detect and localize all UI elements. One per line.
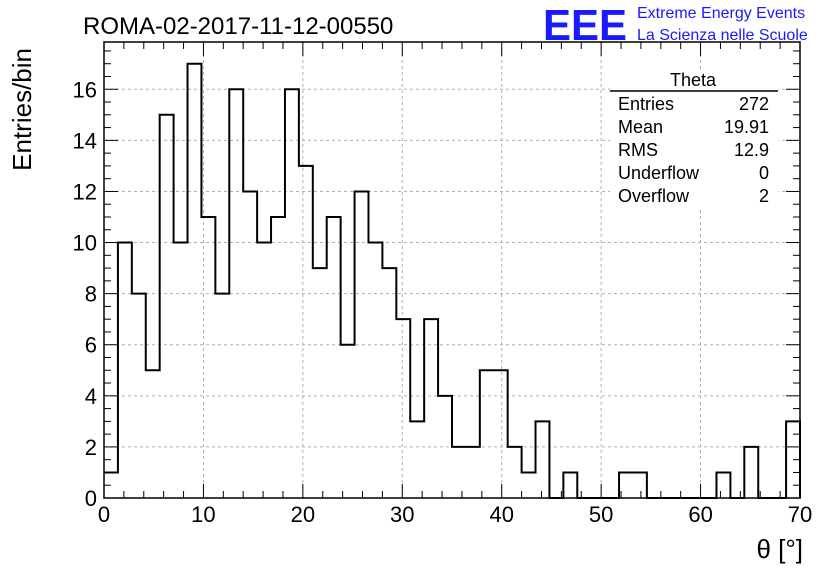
stat-value: 12.9: [734, 140, 769, 160]
histogram-bin: [508, 447, 522, 498]
eee-logo: EEE Extreme Energy Events La Scienza nel…: [543, 1, 808, 50]
histogram-bin: [327, 217, 341, 498]
histogram-bin: [480, 370, 494, 498]
x-tick-label: 20: [291, 502, 315, 527]
histogram-bin: [174, 243, 188, 498]
histogram-bin: [522, 472, 536, 498]
histogram-bin: [410, 421, 424, 498]
y-tick-label: 14: [73, 128, 97, 153]
histogram-bin: [215, 294, 229, 498]
stat-label: Entries: [618, 94, 674, 114]
histogram-bin: [382, 268, 396, 498]
histogram-bin: [146, 370, 160, 498]
histogram-bin: [466, 447, 480, 498]
y-tick-label: 6: [85, 333, 97, 358]
plot-frame: [103, 41, 801, 499]
stat-value: 0: [759, 163, 769, 183]
histogram-bin: [396, 319, 410, 498]
x-tick-label: 50: [589, 502, 613, 527]
stat-value: 19.91: [724, 117, 769, 137]
y-tick-label: 8: [85, 282, 97, 307]
stat-value: 2: [759, 186, 769, 206]
y-tick-label: 10: [73, 231, 97, 256]
y-tick-label: 4: [85, 384, 97, 409]
x-tick-label: 0: [98, 502, 110, 527]
histogram-bin: [452, 447, 466, 498]
stat-label: Underflow: [618, 163, 700, 183]
y-axis-label: Entries/bin: [7, 48, 37, 171]
histogram-bin: [368, 243, 382, 498]
histogram-bin: [341, 345, 355, 498]
stat-label: RMS: [618, 140, 658, 160]
histogram-bin: [257, 243, 271, 498]
histogram-bin: [716, 472, 730, 498]
stat-label: Overflow: [618, 186, 690, 206]
histogram-bin: [494, 370, 508, 498]
histogram-bin: [424, 319, 438, 498]
histogram-bin: [563, 472, 577, 498]
x-tick-label: 70: [788, 502, 812, 527]
histogram-bin: [132, 294, 146, 498]
histogram-bin: [313, 268, 327, 498]
stats-rows: Entries 272 Mean 19.91 RMS 12.9 Underflow 0 Over…: [618, 94, 769, 206]
histogram-bin: [118, 243, 132, 498]
y-tick-label: 16: [73, 77, 97, 102]
x-tick-label: 60: [688, 502, 712, 527]
y-tick-label: 0: [85, 486, 97, 511]
stat-label: Mean: [618, 117, 663, 137]
stat-value: 272: [739, 94, 769, 114]
histogram-bin: [633, 472, 647, 498]
stats-box-background: [610, 70, 778, 210]
histogram-bin: [299, 166, 313, 498]
x-tick-label: 40: [489, 502, 513, 527]
stats-box: Theta Entries 272 Mean 19.91 RMS 12.9 Underflo…: [610, 70, 778, 210]
x-tick-label: 10: [191, 502, 215, 527]
eee-logo-line1: Extreme Energy Events: [637, 5, 805, 22]
x-tick-label: 30: [390, 502, 414, 527]
x-axis-label: θ [°]: [756, 534, 803, 564]
chart-title: ROMA-02-2017-11-12-00550: [83, 13, 393, 40]
y-tick-label: 2: [85, 435, 97, 460]
histogram-bin: [160, 115, 174, 498]
histogram-bin: [744, 447, 758, 498]
axis-ticks: [103, 42, 801, 499]
stats-box-name: Theta: [670, 70, 717, 90]
histogram-bin: [536, 421, 550, 498]
eee-logo-line2: La Scienza nelle Scuole: [637, 27, 808, 44]
histogram-bin: [188, 64, 202, 498]
histogram-bin: [271, 217, 285, 498]
y-tick-label: 12: [73, 179, 97, 204]
